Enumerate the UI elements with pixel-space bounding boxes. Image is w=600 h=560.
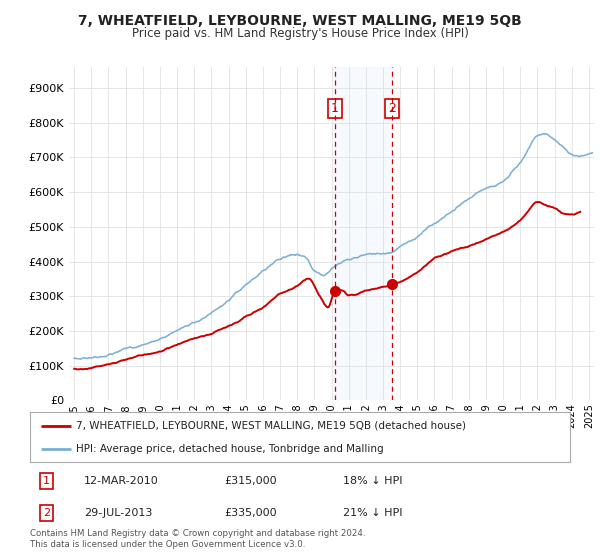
Bar xyxy=(335,67,392,400)
Text: 7, WHEATFIELD, LEYBOURNE, WEST MALLING, ME19 5QB (detached house): 7, WHEATFIELD, LEYBOURNE, WEST MALLING, … xyxy=(76,421,466,431)
Text: £335,000: £335,000 xyxy=(224,508,277,518)
Text: Contains HM Land Registry data © Crown copyright and database right 2024.
This d: Contains HM Land Registry data © Crown c… xyxy=(30,529,365,549)
Text: 1: 1 xyxy=(331,102,338,115)
Text: 12-MAR-2010: 12-MAR-2010 xyxy=(84,476,159,486)
Text: 29-JUL-2013: 29-JUL-2013 xyxy=(84,508,152,518)
Text: 18% ↓ HPI: 18% ↓ HPI xyxy=(343,476,403,486)
Text: 2: 2 xyxy=(43,508,50,518)
Text: Price paid vs. HM Land Registry's House Price Index (HPI): Price paid vs. HM Land Registry's House … xyxy=(131,27,469,40)
Text: 1: 1 xyxy=(43,476,50,486)
Text: 21% ↓ HPI: 21% ↓ HPI xyxy=(343,508,403,518)
Text: 2: 2 xyxy=(388,102,397,115)
Text: HPI: Average price, detached house, Tonbridge and Malling: HPI: Average price, detached house, Tonb… xyxy=(76,445,383,454)
Text: 7, WHEATFIELD, LEYBOURNE, WEST MALLING, ME19 5QB: 7, WHEATFIELD, LEYBOURNE, WEST MALLING, … xyxy=(78,14,522,28)
Text: £315,000: £315,000 xyxy=(224,476,277,486)
